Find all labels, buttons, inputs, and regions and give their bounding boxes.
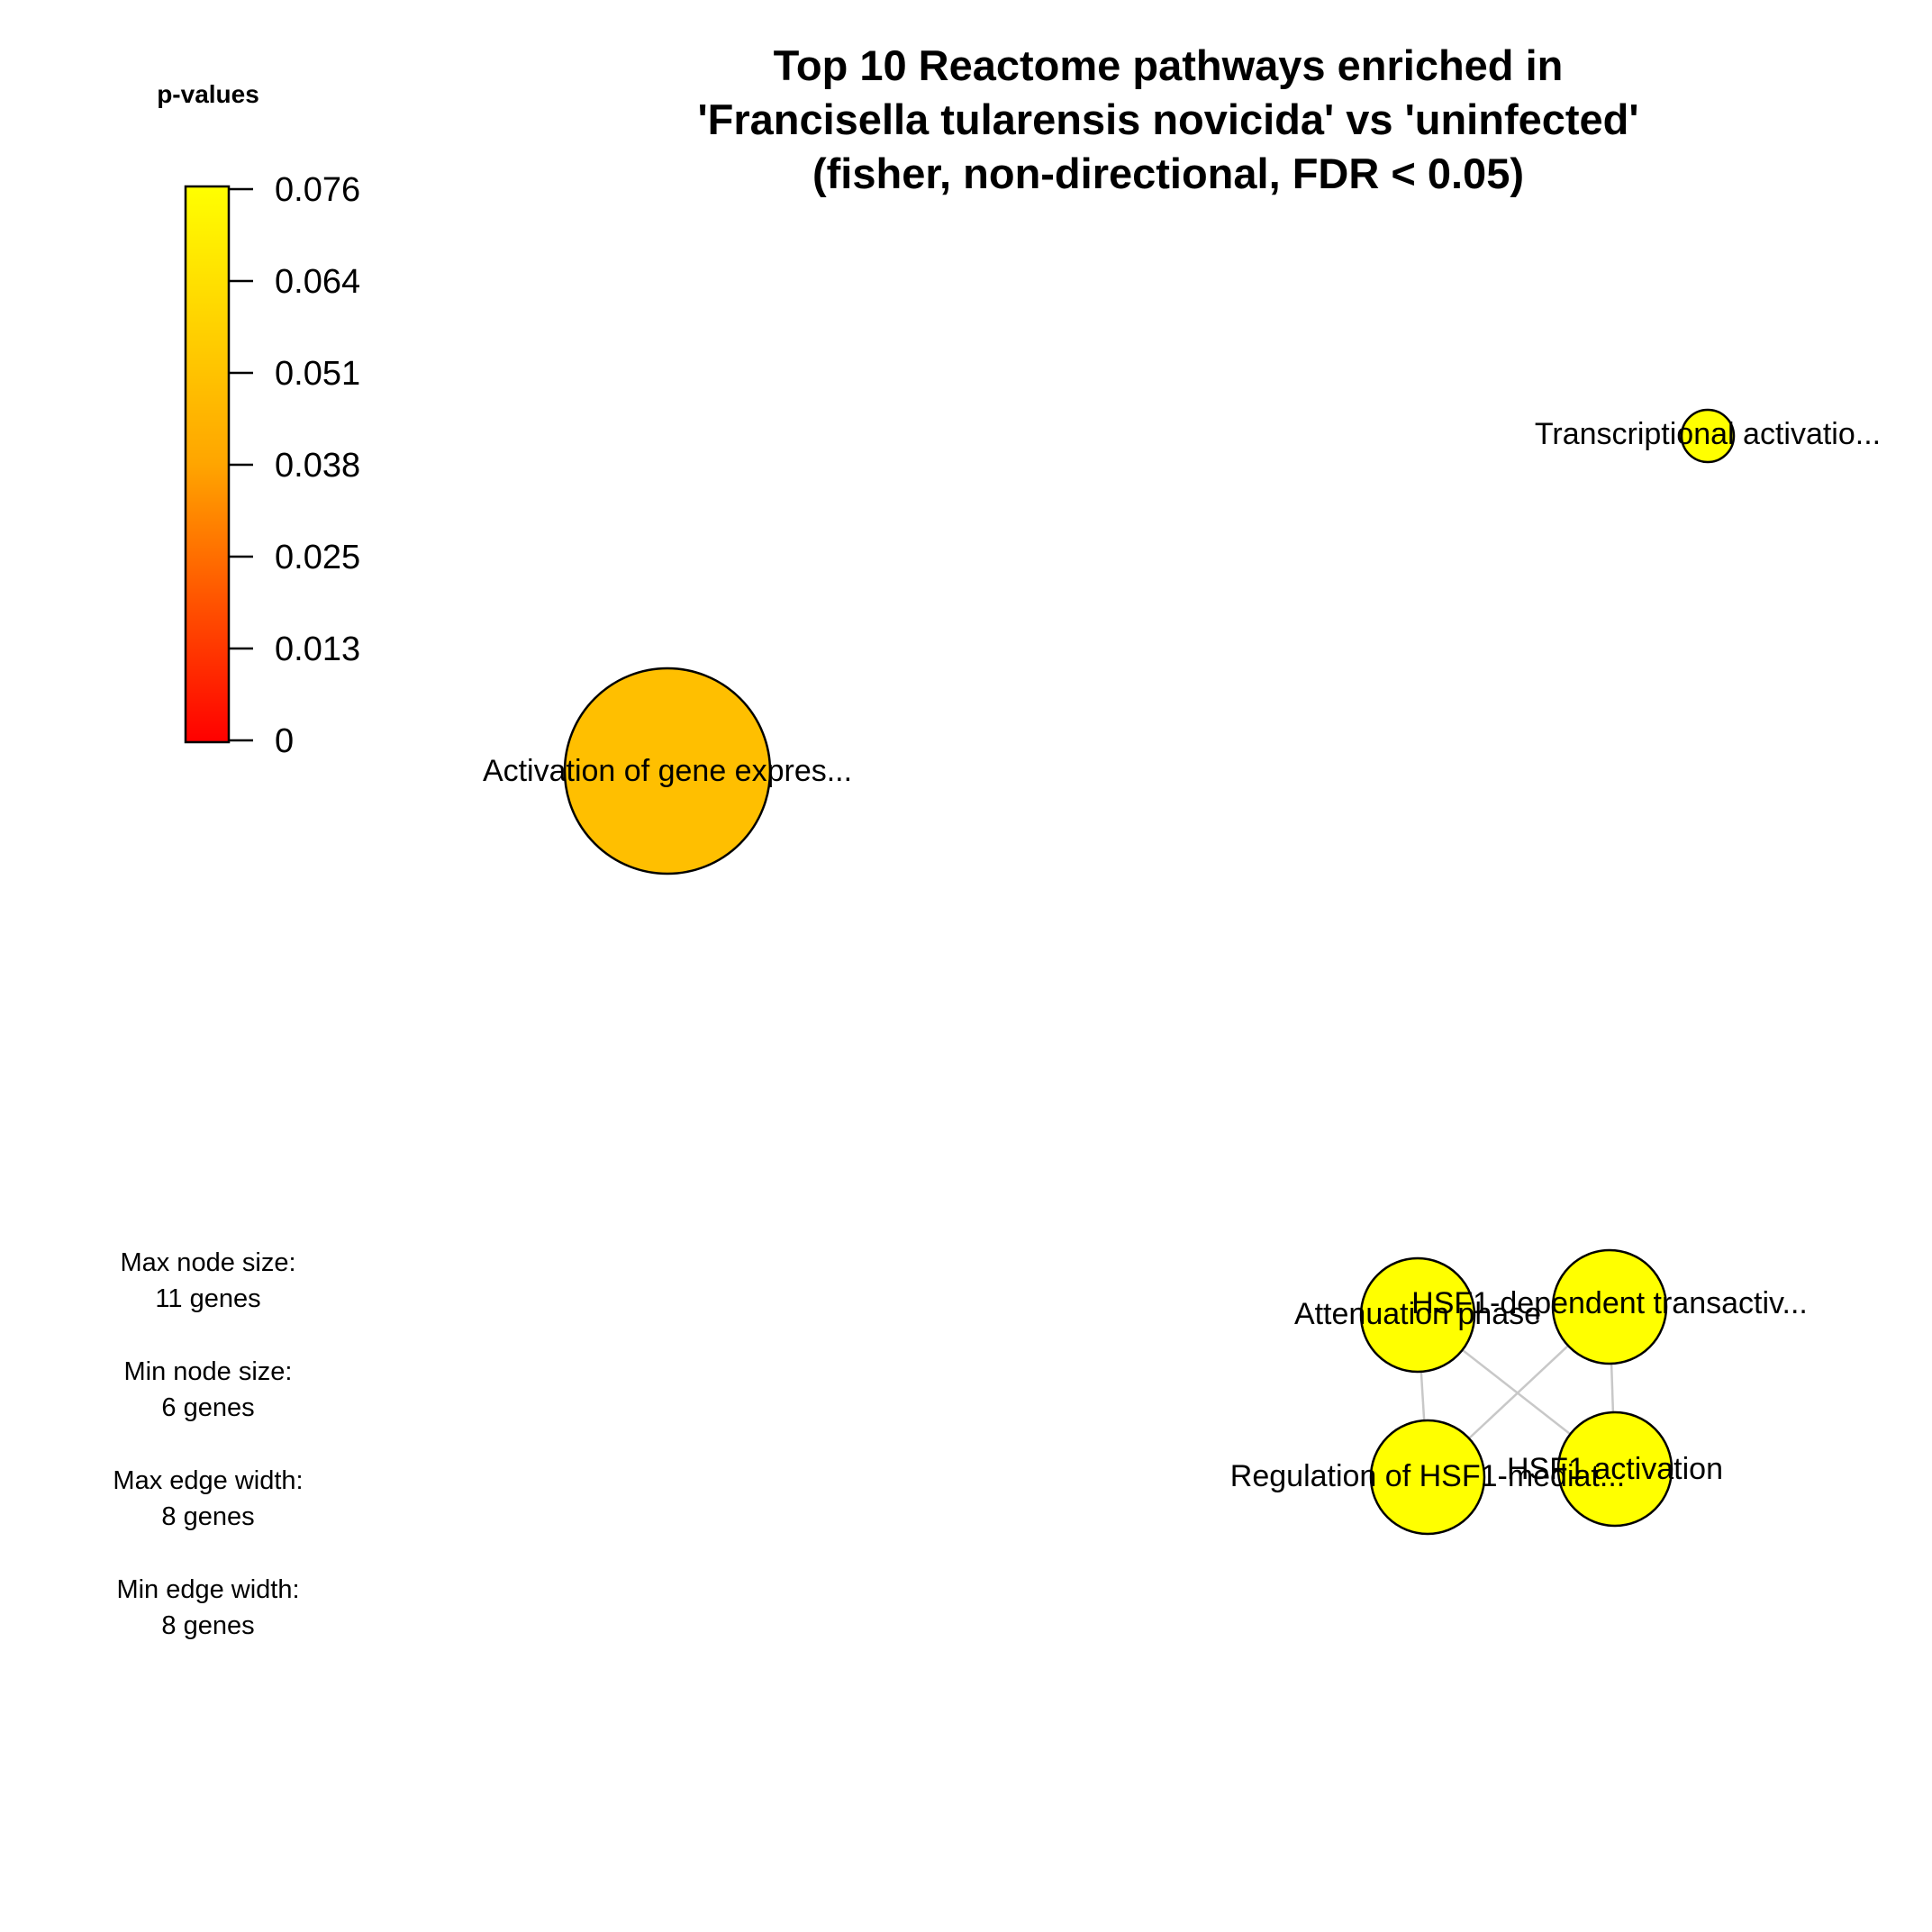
node-label-transcriptional: Transcriptional activatio... [1535, 417, 1881, 451]
node-label-hsf1_activation: HSF1 activation [1507, 1452, 1723, 1486]
color-scale-bar [184, 185, 231, 744]
node-activation [563, 667, 772, 875]
title-line-3: (fisher, non-directional, FDR < 0.05) [812, 150, 1524, 197]
min-node-size-value: 6 genes [161, 1393, 254, 1422]
legend-title: p-values [157, 80, 259, 108]
network-node-labels: Activation of gene expres... Transcriptio… [483, 417, 1881, 1493]
size-info: Max node size: 11 genes Min node size: 6… [113, 1248, 303, 1640]
plot-title: Top 10 Reactome pathways enriched in 'Fr… [697, 41, 1638, 197]
legend-tick-label: 0.013 [275, 630, 360, 668]
legend-tick-label: 0.076 [275, 171, 360, 209]
min-edge-width-label: Min edge width: [116, 1575, 299, 1604]
legend-tick-label: 0.038 [275, 447, 360, 485]
node-attenuation [1359, 1256, 1476, 1374]
legend-tick-label: 0 [275, 722, 294, 760]
node-transcriptional [1680, 408, 1736, 464]
legend-tick-label: 0.025 [275, 539, 360, 576]
node-label-regulation: Regulation of HSF1-mediat... [1230, 1459, 1625, 1493]
node-hsf1_dependent [1551, 1248, 1668, 1365]
legend-tick-label: 0.051 [275, 355, 360, 393]
min-node-size-label: Min node size: [124, 1357, 293, 1386]
pvalue-color-legend: p-values 0.076 0.064 0.051 0.038 0.025 0.013 0 [157, 80, 360, 760]
network-nodes [563, 408, 1736, 1536]
max-edge-width-value: 8 genes [161, 1502, 254, 1531]
title-line-1: Top 10 Reactome pathways enriched in [774, 41, 1564, 89]
max-edge-width-label: Max edge width: [113, 1466, 303, 1495]
legend-tick-label: 0.064 [275, 263, 360, 301]
node-label-hsf1_dependent: HSF1-dependent transactiv... [1411, 1286, 1808, 1320]
legend-ticks: 0.076 0.064 0.051 0.038 0.025 0.013 0 [229, 171, 360, 760]
node-label-attenuation: Attenuation phase [1294, 1297, 1541, 1331]
max-node-size-label: Max node size: [120, 1248, 295, 1277]
max-node-size-value: 11 genes [155, 1284, 260, 1313]
node-label-activation: Activation of gene expres... [483, 754, 852, 788]
title-line-2: 'Francisella tularensis novicida' vs 'un… [697, 95, 1638, 143]
node-hsf1_activation [1556, 1410, 1673, 1528]
min-edge-width-value: 8 genes [161, 1611, 254, 1640]
node-regulation [1369, 1419, 1486, 1536]
